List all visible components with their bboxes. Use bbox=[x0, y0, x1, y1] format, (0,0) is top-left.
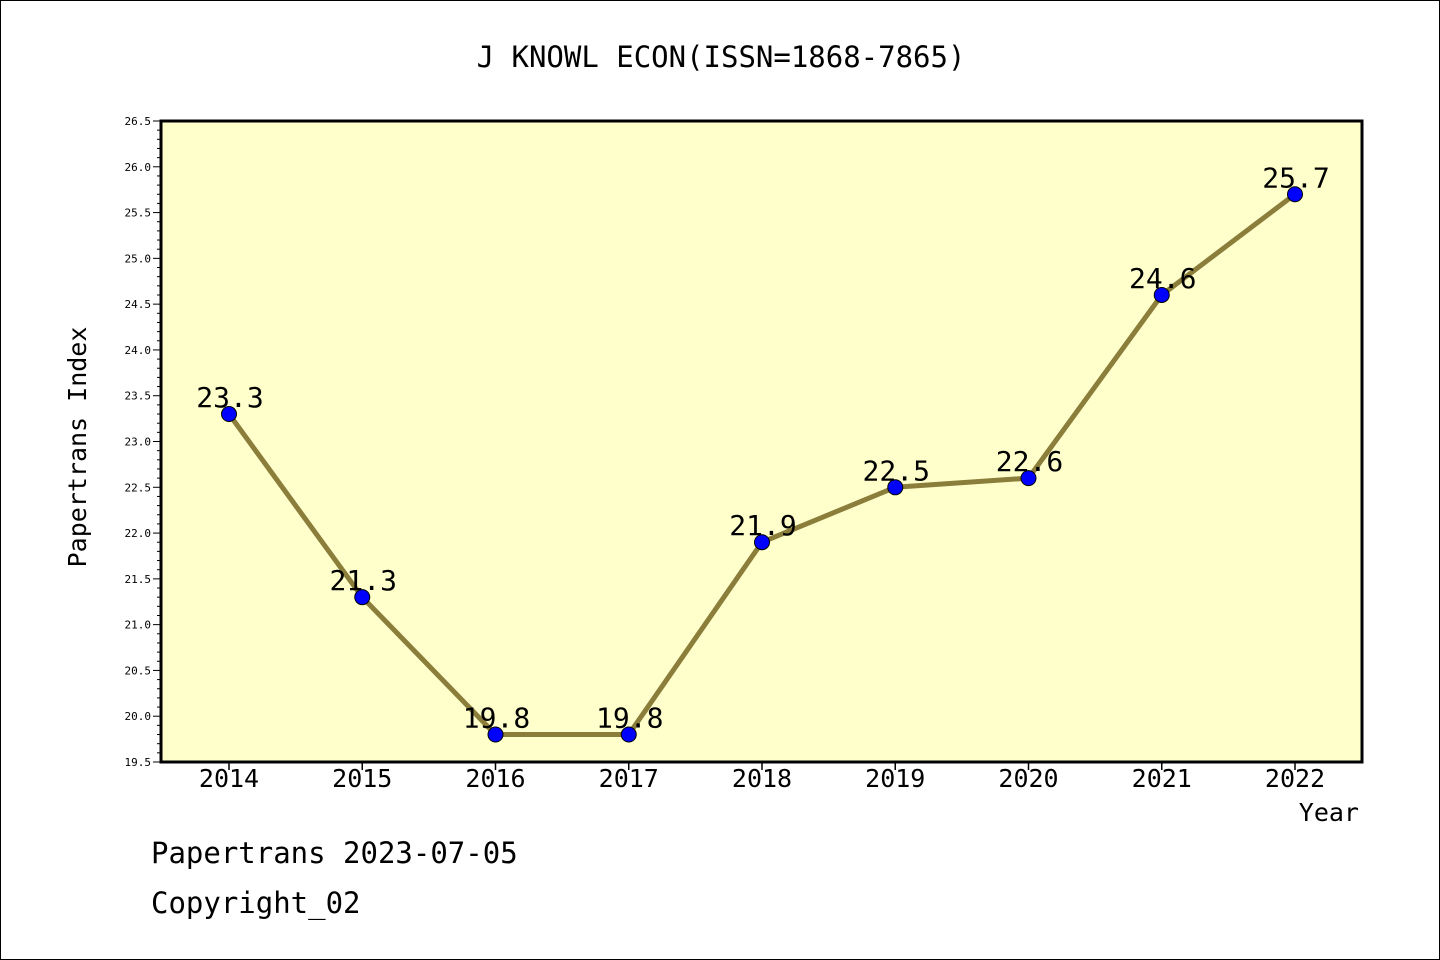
y-axis-label: Papertrans Index bbox=[63, 327, 92, 568]
data-label: 25.7 bbox=[1262, 161, 1329, 194]
data-point bbox=[221, 406, 237, 423]
data-point bbox=[754, 534, 770, 551]
plot-frame bbox=[159, 119, 1364, 764]
data-label: 21.3 bbox=[330, 564, 397, 597]
y-tick-label: 26.5 bbox=[125, 115, 152, 128]
y-tick-label: 25.0 bbox=[125, 252, 152, 265]
y-tick-label: 25.5 bbox=[125, 207, 152, 220]
y-tick-label: 21.5 bbox=[125, 573, 152, 586]
x-tick-label: 2018 bbox=[732, 764, 792, 793]
data-point bbox=[887, 479, 904, 496]
y-tick-label: 22.0 bbox=[125, 527, 152, 540]
plot-area bbox=[161, 121, 1362, 762]
x-tick-label: 2022 bbox=[1265, 764, 1325, 793]
y-tick-label: 23.5 bbox=[125, 390, 152, 403]
data-point bbox=[1153, 286, 1170, 303]
footer-date: Papertrans 2023-07-05 bbox=[151, 836, 518, 870]
data-point bbox=[487, 726, 504, 743]
data-point bbox=[1020, 470, 1037, 487]
x-axis: 2014 2015 2016 2017 2018 2019 2020 2021 2022 bbox=[199, 762, 1325, 793]
data-label: 24.6 bbox=[1129, 262, 1196, 295]
y-tick-label: 20.0 bbox=[125, 710, 152, 723]
x-tick-label: 2020 bbox=[998, 764, 1058, 793]
x-tick-label: 2016 bbox=[465, 764, 525, 793]
chart-title: J KNOWL ECON(ISSN=1868-7865) bbox=[477, 40, 966, 74]
y-tick-label: 24.0 bbox=[125, 344, 152, 357]
data-point bbox=[354, 589, 371, 606]
data-point bbox=[1287, 186, 1303, 203]
data-label: 21.9 bbox=[729, 509, 796, 542]
x-tick-label: 2014 bbox=[199, 764, 259, 793]
y-tick-label: 26.0 bbox=[125, 161, 152, 174]
data-label: 22.5 bbox=[863, 454, 930, 487]
x-tick-label: 2019 bbox=[865, 764, 925, 793]
y-tick-label: 20.5 bbox=[125, 664, 152, 677]
data-point bbox=[620, 726, 637, 743]
y-tick-label: 24.5 bbox=[125, 298, 152, 311]
x-tick-label: 2017 bbox=[599, 764, 659, 793]
y-tick-label: 23.0 bbox=[125, 436, 152, 449]
y-tick-label: 21.0 bbox=[125, 619, 152, 632]
data-label: 19.8 bbox=[463, 702, 530, 735]
y-axis: 19.5 20.0 20.5 21.0 21.5 22.0 22.5 23.0 23.5 24.0… bbox=[125, 115, 161, 769]
y-tick-label: 22.5 bbox=[125, 481, 152, 494]
data-label: 22.6 bbox=[996, 445, 1063, 478]
x-tick-label: 2015 bbox=[332, 764, 392, 793]
x-axis-label: Year bbox=[1299, 798, 1359, 827]
footer-copyright: Copyright_02 bbox=[151, 886, 361, 920]
series-layer: 23.3 21.3 19.8 19.8 21.9 22.5 22.6 24.6 25.7 bbox=[196, 161, 1330, 743]
data-label: 19.8 bbox=[596, 702, 663, 735]
y-tick-label: 19.5 bbox=[125, 756, 152, 769]
data-label: 23.3 bbox=[196, 381, 263, 414]
x-tick-label: 2021 bbox=[1132, 764, 1192, 793]
